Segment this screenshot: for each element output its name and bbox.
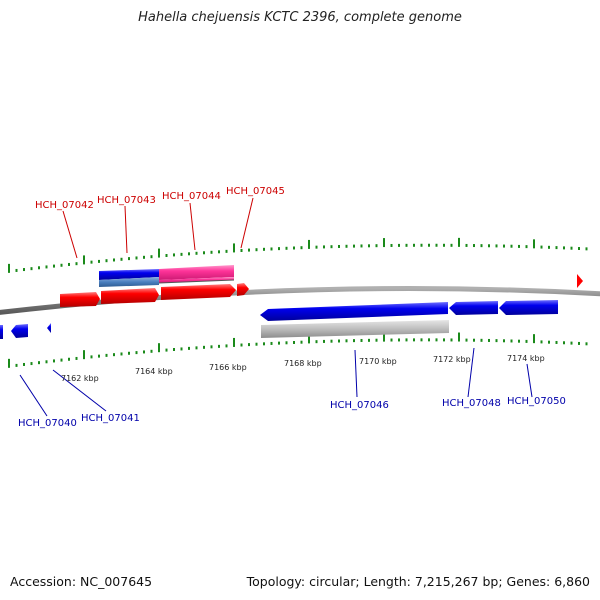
gene-label-hch-07048: HCH_07048: [442, 398, 501, 409]
gene-hch-07046[interactable]: [260, 302, 448, 321]
gene-reverse-edge[interactable]: [0, 325, 3, 339]
feature-divider: [158, 279, 235, 284]
gene-forward-edge[interactable]: [577, 274, 583, 288]
label-leader: [52, 369, 107, 412]
gene-feature-forward[interactable]: [159, 265, 234, 280]
scale-label: 7164 kbp: [135, 367, 173, 376]
label-leader: [62, 210, 78, 259]
map-title: Hahella chejuensis KCTC 2396, complete g…: [138, 10, 462, 25]
label-leader: [240, 197, 254, 249]
scale-label: 7172 kbp: [433, 355, 471, 364]
genome-summary: Topology: circular; Length: 7,215,267 bp…: [246, 574, 590, 589]
gene-hch-07050[interactable]: [499, 300, 558, 315]
gene-feature-reverse[interactable]: [261, 320, 449, 338]
gene-label-hch-07045: HCH_07045: [226, 186, 285, 197]
gene-feature-forward[interactable]: [99, 269, 159, 280]
label-leader: [19, 374, 48, 417]
label-leader: [354, 349, 358, 398]
gene-hch-07041[interactable]: [47, 323, 51, 333]
gene-label-hch-07044: HCH_07044: [162, 191, 221, 202]
scale-label: 7168 kbp: [284, 359, 322, 368]
gene-label-hch-07050: HCH_07050: [507, 396, 566, 407]
gene-feature-forward[interactable]: [159, 277, 234, 283]
gene-label-hch-07041: HCH_07041: [81, 413, 140, 424]
scale-label: 7166 kbp: [209, 363, 247, 372]
label-leader: [189, 202, 196, 251]
inner-tick-track: [8, 332, 588, 368]
scale-label: 7174 kbp: [507, 354, 545, 363]
label-leader: [124, 205, 128, 254]
scale-label: 7162 kbp: [61, 374, 99, 383]
gene-label-hch-07040: HCH_07040: [18, 418, 77, 429]
gene-label-hch-07043: HCH_07043: [97, 195, 156, 206]
gene-hch-07043[interactable]: [101, 288, 159, 304]
gene-hch-07044[interactable]: [161, 284, 236, 300]
gene-hch-07045[interactable]: [237, 283, 249, 296]
gene-hch-07048[interactable]: [449, 301, 498, 315]
accession-text: Accession: NC_007645: [10, 574, 153, 589]
label-leader: [526, 363, 533, 398]
gene-label-hch-07046: HCH_07046: [330, 400, 389, 411]
label-leader: [467, 347, 475, 398]
scale-label: 7170 kbp: [359, 357, 397, 366]
outer-tick-track: [8, 237, 588, 273]
gene-hch-07040[interactable]: [11, 324, 28, 338]
gene-hch-07042[interactable]: [60, 292, 100, 307]
gene-feature-forward[interactable]: [99, 277, 159, 287]
gene-label-hch-07042: HCH_07042: [35, 200, 94, 211]
